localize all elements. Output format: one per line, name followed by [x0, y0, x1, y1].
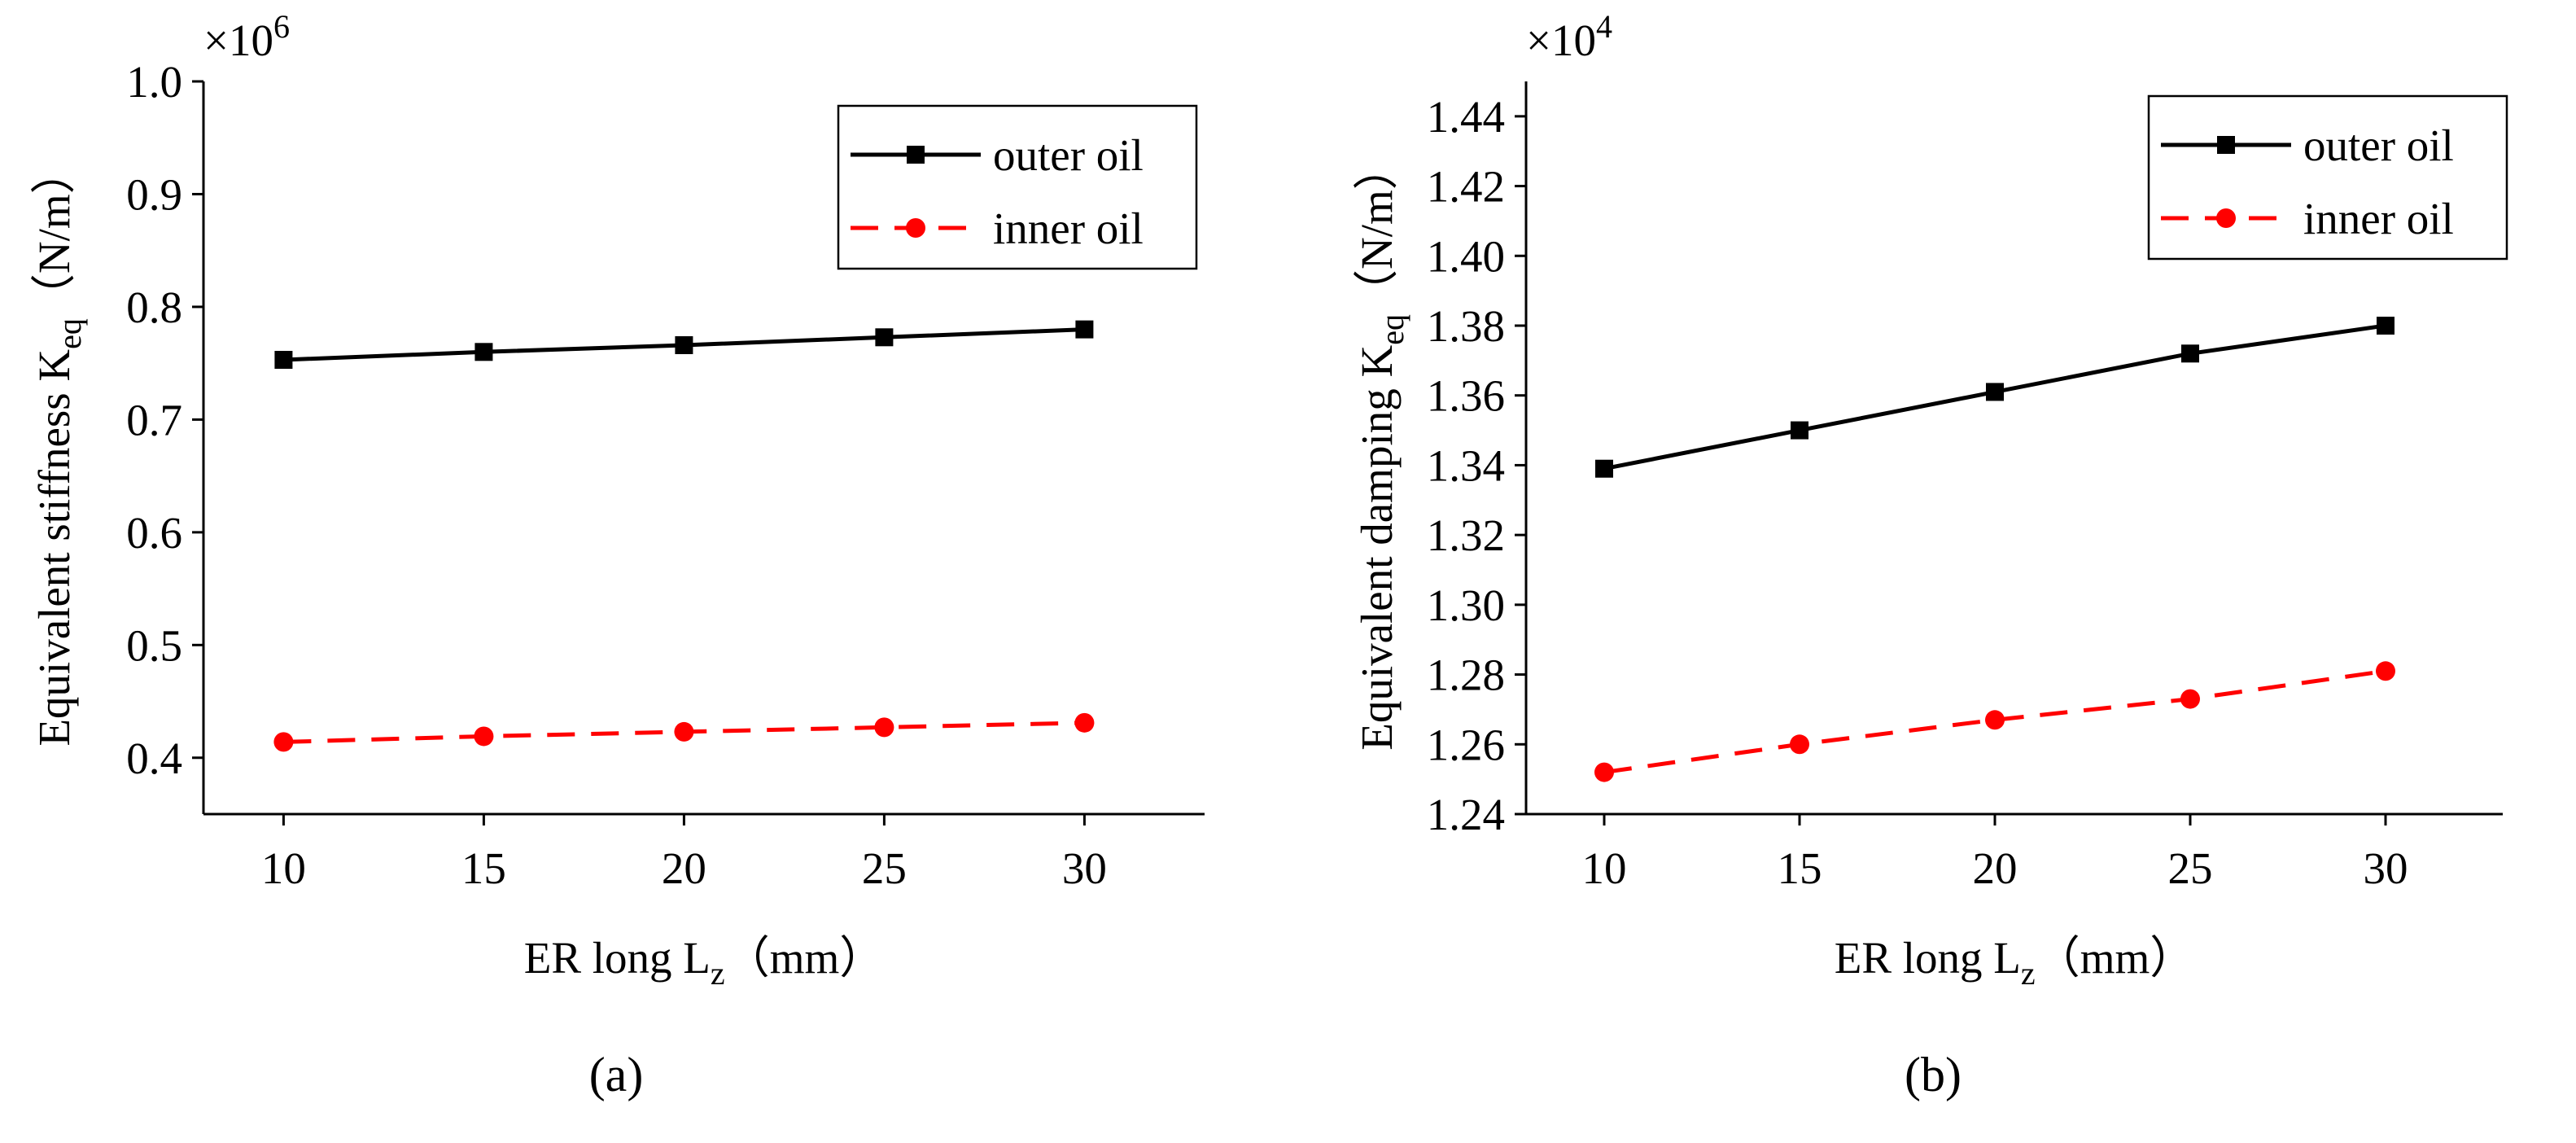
data-point-inner-oil — [1594, 762, 1614, 782]
y-axis-title-main: Equivalent stiffness K — [29, 349, 79, 747]
data-point-inner-oil — [674, 721, 694, 742]
x-axis-title-unit: （mm） — [725, 933, 885, 983]
y-tick-label: 0.4 — [126, 734, 182, 783]
y-tick-label: 1.34 — [1427, 440, 1505, 490]
y-tick-label: 1.32 — [1427, 510, 1505, 560]
data-point-outer-oil — [1791, 421, 1808, 440]
x-axis-title-sub: z — [711, 955, 725, 992]
y-tick-label: 0.5 — [126, 620, 182, 670]
data-point-outer-oil — [2181, 344, 2199, 363]
y-axis-title-sub: eq — [51, 318, 88, 349]
legend-label: outer oil — [993, 130, 1144, 180]
data-point-outer-oil — [475, 343, 493, 361]
data-point-inner-oil — [874, 717, 894, 738]
x-tick-label: 25 — [2168, 843, 2213, 893]
data-point-inner-oil — [474, 726, 494, 747]
y-tick-label: 1.24 — [1427, 790, 1505, 839]
x-axis-title-main: ER long L — [524, 933, 711, 983]
x-tick-label: 25 — [862, 843, 907, 893]
data-point-inner-oil — [1074, 712, 1095, 733]
y-tick-label: 1.38 — [1427, 301, 1505, 351]
legend: outer oil inner oil — [837, 104, 1198, 270]
data-point-inner-oil — [1790, 734, 1809, 755]
legend: outer oil inner oil — [2147, 94, 2508, 261]
legend-label: inner oil — [993, 204, 1144, 253]
x-axis-title-main: ER long L — [1835, 933, 2021, 983]
legend-box — [837, 104, 1198, 270]
data-point-inner-oil — [2180, 689, 2200, 709]
y-tick-label: 1.0 — [126, 57, 182, 107]
y-exponent-power: 4 — [1596, 8, 1612, 45]
x-tick-label: 30 — [1062, 843, 1107, 893]
x-tick-label: 15 — [461, 843, 506, 893]
x-tick-label: 10 — [261, 843, 306, 893]
data-point-inner-oil — [1985, 710, 2005, 730]
x-axis-title-unit: （mm） — [2036, 933, 2195, 983]
x-axis-title: ER long Lz（mm） — [524, 933, 885, 992]
y-tick-label: 1.26 — [1427, 720, 1505, 769]
y-tick-label: 1.44 — [1427, 92, 1505, 142]
data-point-outer-oil — [274, 351, 293, 369]
data-point-outer-oil — [1986, 383, 2004, 401]
y-exponent-label: ×104 — [1526, 8, 1612, 65]
y-tick-label: 0.9 — [126, 169, 182, 219]
y-axis-title-main: Equivalent damping K — [1352, 345, 1402, 751]
legend-marker — [906, 218, 925, 238]
x-tick-label: 20 — [662, 843, 706, 893]
y-tick-label: 1.30 — [1427, 580, 1505, 630]
data-point-outer-oil — [675, 336, 693, 354]
data-point-outer-oil — [1595, 459, 1613, 478]
y-axis-title: Equivalent damping Keq（N/m） — [1352, 145, 1410, 751]
y-exponent-base: ×10 — [1526, 15, 1596, 65]
legend-box — [2147, 94, 2508, 261]
data-point-outer-oil — [1075, 320, 1094, 339]
y-axis-title: Equivalent stiffness Keq（N/m） — [29, 149, 88, 746]
legend-marker — [2216, 208, 2236, 228]
y-tick-label: 0.7 — [126, 395, 182, 444]
x-axis-title: ER long Lz（mm） — [1835, 933, 2195, 992]
panel-label: (b) — [1905, 1048, 1962, 1101]
x-tick-label: 10 — [1582, 843, 1627, 893]
legend-marker — [2217, 136, 2235, 154]
y-axis-title-unit: （N/m） — [1352, 145, 1402, 314]
y-exponent-power: 6 — [273, 8, 290, 45]
legend-marker — [907, 146, 925, 164]
y-axis-title-sub: eq — [1374, 314, 1410, 345]
chart-panel-b: 1.24 1.26 1.28 1.30 1.32 1.34 1.36 1.38 1.40 1.42… — [1352, 8, 2508, 1101]
y-exponent-base: ×10 — [203, 15, 273, 65]
y-exponent-label: ×106 — [203, 8, 290, 65]
x-tick-label: 20 — [1973, 843, 2018, 893]
y-tick-label: 1.28 — [1427, 650, 1505, 700]
legend-label: inner oil — [2303, 194, 2454, 243]
x-axis-title-sub: z — [2021, 955, 2036, 992]
data-point-inner-oil — [273, 732, 294, 752]
x-tick-label: 15 — [1778, 843, 1822, 893]
legend-label: outer oil — [2303, 120, 2454, 170]
y-tick-label: 0.6 — [126, 508, 182, 558]
y-tick-label: 1.40 — [1427, 231, 1505, 281]
data-point-inner-oil — [2376, 661, 2395, 681]
y-tick-label: 0.8 — [126, 282, 182, 332]
y-tick-label: 1.36 — [1427, 371, 1505, 421]
y-tick-label: 1.42 — [1427, 162, 1505, 212]
data-point-outer-oil — [2377, 317, 2394, 335]
data-point-outer-oil — [875, 328, 894, 347]
chart-panel-a: 0.4 0.5 0.6 0.7 0.8 0.9 1.0 10 15 20 25 30 ×106 ER lo… — [29, 8, 1205, 1101]
x-tick-label: 30 — [2364, 843, 2408, 893]
y-axis-title-unit: （N/m） — [29, 149, 79, 318]
panel-label: (a) — [589, 1048, 644, 1101]
